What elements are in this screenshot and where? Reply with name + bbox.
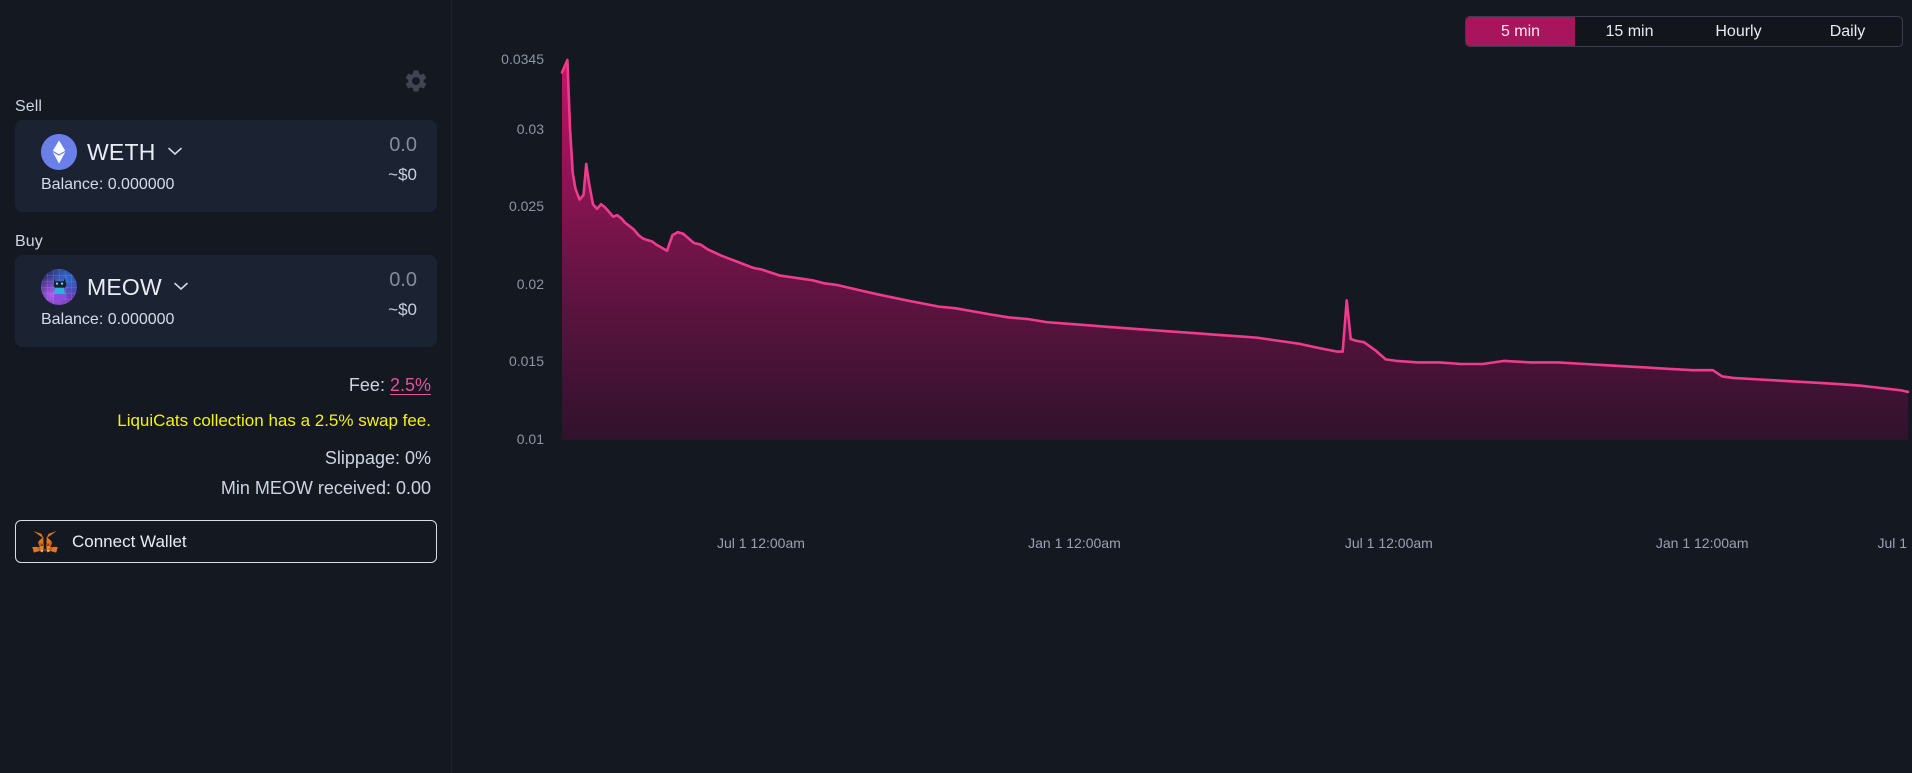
buy-usd-value: ~$0 (388, 300, 417, 319)
x-tick-label: Jan 1 12:00am (1028, 535, 1121, 551)
y-tick-label: 0.03 (516, 120, 544, 137)
timeframe-option-daily[interactable]: Daily (1793, 17, 1902, 46)
buy-token-card[interactable]: MEOW Balance: 0.000000 0.0 ~$0 (15, 255, 437, 347)
price-chart[interactable]: 0.0345 0.03 0.025 0.02 0.015 0.01 Jul 1 12:00… (452, 0, 1912, 560)
x-tick-label: Jul 1 12:00am (716, 535, 805, 551)
swap-panel: Sell WETH Balance: 0.000000 (0, 0, 452, 773)
timeframe-toggle-group[interactable]: 5 min 15 min Hourly Daily (1465, 16, 1903, 47)
y-tick-label: 0.02 (516, 275, 544, 292)
y-tick-label: 0.0345 (501, 51, 544, 67)
chart-area: 5 min 15 min Hourly Daily 0.0345 0.03 0.025 0.… (452, 0, 1912, 773)
sell-token-card[interactable]: WETH Balance: 0.000000 0.0 ~$0 (15, 120, 437, 212)
slippage-value: Slippage: 0% (324, 448, 431, 468)
meow-icon (41, 269, 77, 305)
buy-token-symbol: MEOW (87, 273, 162, 300)
x-tick-label: Jul 1 12:00am (1344, 535, 1433, 551)
x-tick-label: Jan 1 12:00am (1655, 535, 1749, 551)
connect-wallet-button[interactable]: Connect Wallet (15, 520, 437, 563)
chart-area-fill (562, 60, 1908, 440)
min-received-value: Min MEOW received: 0.00 (220, 478, 431, 498)
buy-label: Buy (15, 233, 43, 250)
sell-amount-input[interactable]: 0.0 (389, 134, 417, 156)
weth-icon (41, 134, 77, 170)
sell-label: Sell (15, 98, 43, 115)
buy-balance: Balance: 0.000000 (41, 311, 175, 328)
x-tick-label: Jul 1 12:00a (1877, 535, 1912, 551)
buy-amount-input[interactable]: 0.0 (389, 269, 417, 291)
timeframe-option-hourly[interactable]: Hourly (1684, 17, 1793, 46)
chevron-down-icon[interactable] (167, 143, 182, 161)
y-tick-label: 0.025 (508, 198, 544, 215)
connect-wallet-label: Connect Wallet (72, 531, 187, 551)
fee-value-link[interactable]: 2.5% (389, 375, 431, 395)
sell-usd-value: ~$0 (388, 165, 417, 184)
fee-label: Fee: (348, 375, 385, 395)
metamask-fox-icon (32, 530, 58, 554)
timeframe-option-5-min[interactable]: 5 min (1466, 17, 1575, 46)
x-axis-ticks: Jul 1 12:00am Jan 1 12:00am Jul 1 12:00am J… (452, 535, 1912, 565)
gear-icon[interactable] (399, 64, 433, 98)
chart-line (560, 58, 1910, 394)
timeframe-option-15-min[interactable]: 15 min (1575, 17, 1684, 46)
sell-token-symbol: WETH (87, 138, 156, 165)
y-axis-ticks: 0.0345 0.03 0.025 0.02 0.015 0.01 (452, 0, 1912, 560)
sell-balance: Balance: 0.000000 (41, 176, 175, 193)
buy-token-selector[interactable]: MEOW (41, 269, 188, 305)
chevron-down-icon[interactable] (174, 278, 188, 296)
price-chart-svg (560, 58, 1910, 440)
fee-row: Fee: 2.5% (349, 375, 431, 396)
y-tick-label: 0.01 (516, 431, 544, 447)
sell-token-selector[interactable]: WETH (41, 134, 182, 170)
y-tick-label: 0.015 (508, 353, 544, 370)
fee-note: LiquiCats collection has a 2.5% swap fee… (117, 411, 431, 430)
